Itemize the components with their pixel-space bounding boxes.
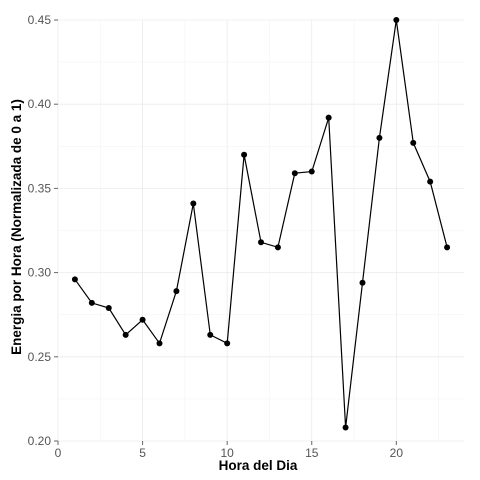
data-point	[224, 340, 231, 347]
data-point	[342, 424, 349, 431]
y-tick-label: 0.35	[28, 181, 52, 195]
data-point	[258, 239, 264, 246]
data-point	[325, 114, 332, 121]
data-point	[359, 279, 366, 286]
data-point	[207, 331, 214, 338]
data-point	[122, 331, 129, 338]
x-tick-label: 15	[305, 446, 319, 460]
data-point	[241, 151, 248, 158]
data-point	[105, 304, 112, 311]
series	[71, 17, 451, 431]
axis-ticks: 0.20 0.25 0.30 0.35 0.40 0.45 0 5 10 15 20	[28, 13, 404, 460]
x-tick-label: 5	[139, 446, 146, 460]
data-point	[274, 244, 281, 251]
data-point	[376, 134, 383, 141]
data-point	[88, 299, 95, 306]
data-point	[291, 170, 298, 177]
data-point	[410, 139, 417, 146]
data-point	[190, 200, 197, 207]
data-point	[427, 178, 434, 185]
series-line	[74, 19, 448, 428]
data-point	[156, 340, 163, 347]
y-tick-label: 0.25	[28, 350, 52, 364]
y-tick-label: 0.40	[28, 97, 52, 111]
x-axis-title: Hora del Dia	[219, 458, 298, 473]
data-point	[393, 17, 400, 23]
data-point	[139, 316, 146, 323]
grid	[57, 19, 464, 442]
data-point	[444, 244, 451, 251]
y-axis-title: Energia por Hora (Normalizada de 0 a 1)	[9, 99, 24, 355]
data-point	[308, 168, 315, 175]
x-tick-label: 20	[390, 446, 404, 460]
data-point	[71, 276, 78, 283]
x-tick-label: 0	[55, 446, 62, 460]
x-tick-label: 10	[220, 446, 234, 460]
y-tick-label: 0.20	[28, 434, 52, 448]
y-tick-label: 0.30	[28, 266, 52, 280]
y-tick-label: 0.45	[28, 13, 52, 27]
data-point	[173, 288, 180, 295]
